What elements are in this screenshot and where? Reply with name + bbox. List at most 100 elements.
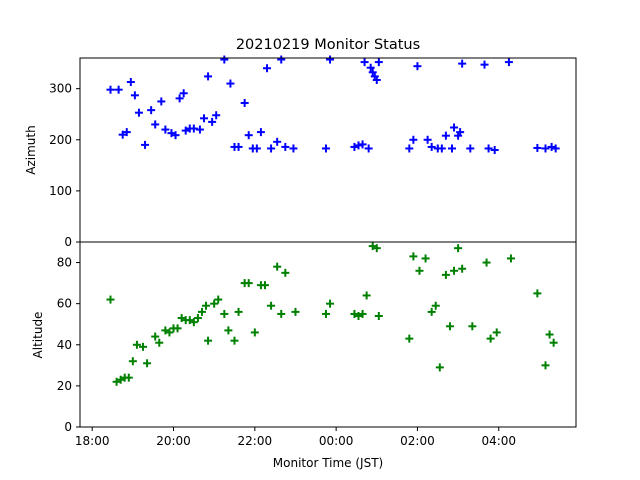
altitude-point (214, 295, 223, 304)
azimuth-point (126, 78, 135, 87)
altitude-point (291, 307, 300, 316)
altitude-point (139, 342, 148, 351)
azimuth-point (256, 128, 265, 137)
azimuth-point (372, 75, 381, 84)
azimuth-point (200, 114, 208, 123)
altitude-point (549, 338, 558, 347)
azimuth-point (267, 144, 276, 153)
azimuth-axes-frame (79, 57, 577, 243)
altitude-point (155, 338, 164, 347)
azimuth-point (551, 144, 560, 153)
altitude-point (202, 301, 211, 310)
altitude-point (132, 340, 141, 349)
altitude-point (220, 309, 229, 318)
azimuth-point (427, 142, 436, 151)
azimuth-point (273, 137, 282, 146)
altitude-point (435, 363, 444, 372)
altitude-point (350, 309, 359, 318)
azimuth-point (189, 124, 198, 133)
altitude-point (421, 254, 430, 263)
azimuth-point (226, 79, 235, 88)
altitude-point (173, 324, 182, 333)
altitude-point (277, 309, 286, 318)
altitude-point (450, 266, 459, 275)
azimuth-point (118, 130, 127, 139)
azimuth-point (360, 58, 369, 67)
azimuth-point (533, 143, 542, 152)
altitude-point (506, 254, 515, 263)
azimuth-point (141, 140, 150, 149)
altitude-point (468, 322, 477, 331)
azimuth-point (456, 128, 465, 137)
altitude-point (326, 299, 335, 308)
altitude-point (492, 328, 501, 337)
altitude-point (445, 322, 454, 331)
azimuth-point (458, 59, 467, 68)
azimuth-point (179, 89, 188, 98)
altitude-point (193, 314, 202, 323)
azimuth-point (220, 55, 229, 64)
altitude-point (427, 307, 436, 316)
azimuth-points (106, 55, 560, 154)
azimuth-point (151, 120, 160, 129)
azimuth-point (374, 58, 383, 67)
azimuth-point (130, 91, 139, 100)
altitude-point (441, 270, 450, 279)
azimuth-point (244, 131, 253, 140)
altitude-point (273, 262, 282, 271)
azimuth-point (354, 141, 363, 150)
azimuth-point (326, 55, 335, 64)
altitude-point (405, 334, 414, 343)
azimuth-point (441, 131, 450, 140)
altitude-point (454, 244, 463, 253)
altitude-y-ticks: 0 20 40 60 80 (57, 256, 80, 434)
azimuth-point (181, 126, 190, 135)
azimuth-point (171, 131, 180, 140)
azimuth-point (366, 63, 375, 72)
altitude-point (128, 357, 137, 366)
azimuth-point (405, 144, 414, 153)
azimuth-point (234, 142, 243, 151)
azimuth-point (413, 62, 422, 71)
azimuth-point (240, 98, 249, 107)
azimuth-point (122, 128, 131, 137)
altitude-point (177, 314, 186, 323)
altitude-point (358, 309, 367, 318)
azimuth-point (147, 106, 156, 115)
altitude-point (185, 316, 194, 325)
altitude-y-tick-label: 80 (57, 256, 72, 270)
azimuth-y-tick-label: 200 (49, 133, 72, 147)
altitude-point (106, 295, 115, 304)
altitude-point (143, 359, 152, 368)
altitude-point (545, 330, 554, 339)
azimuth-point (350, 142, 359, 151)
altitude-point (230, 336, 239, 345)
altitude-point (234, 307, 243, 316)
azimuth-point (448, 144, 456, 153)
altitude-y-tick-label: 60 (57, 297, 72, 311)
azimuth-point (277, 55, 286, 64)
azimuth-point (368, 68, 377, 77)
altitude-point (372, 244, 381, 253)
altitude-point (415, 266, 424, 275)
time-x-tick-label: 20:00 (156, 434, 191, 448)
azimuth-point (195, 125, 204, 134)
altitude-point (321, 309, 330, 318)
altitude-point (354, 312, 363, 320)
altitude-point (431, 301, 440, 310)
azimuth-y-tick-label: 100 (49, 184, 72, 198)
altitude-point (165, 328, 174, 337)
altitude-y-tick-label: 20 (57, 379, 72, 393)
altitude-point (204, 336, 213, 345)
azimuth-point (484, 144, 493, 153)
azimuth-point (134, 108, 143, 117)
altitude-point (224, 326, 233, 335)
altitude-point (368, 242, 377, 251)
azimuth-point (157, 97, 166, 106)
altitude-point (151, 332, 160, 341)
time-x-tick-label: 22:00 (238, 434, 273, 448)
azimuth-point (450, 123, 459, 132)
azimuth-point (541, 144, 550, 153)
altitude-point (210, 299, 219, 308)
